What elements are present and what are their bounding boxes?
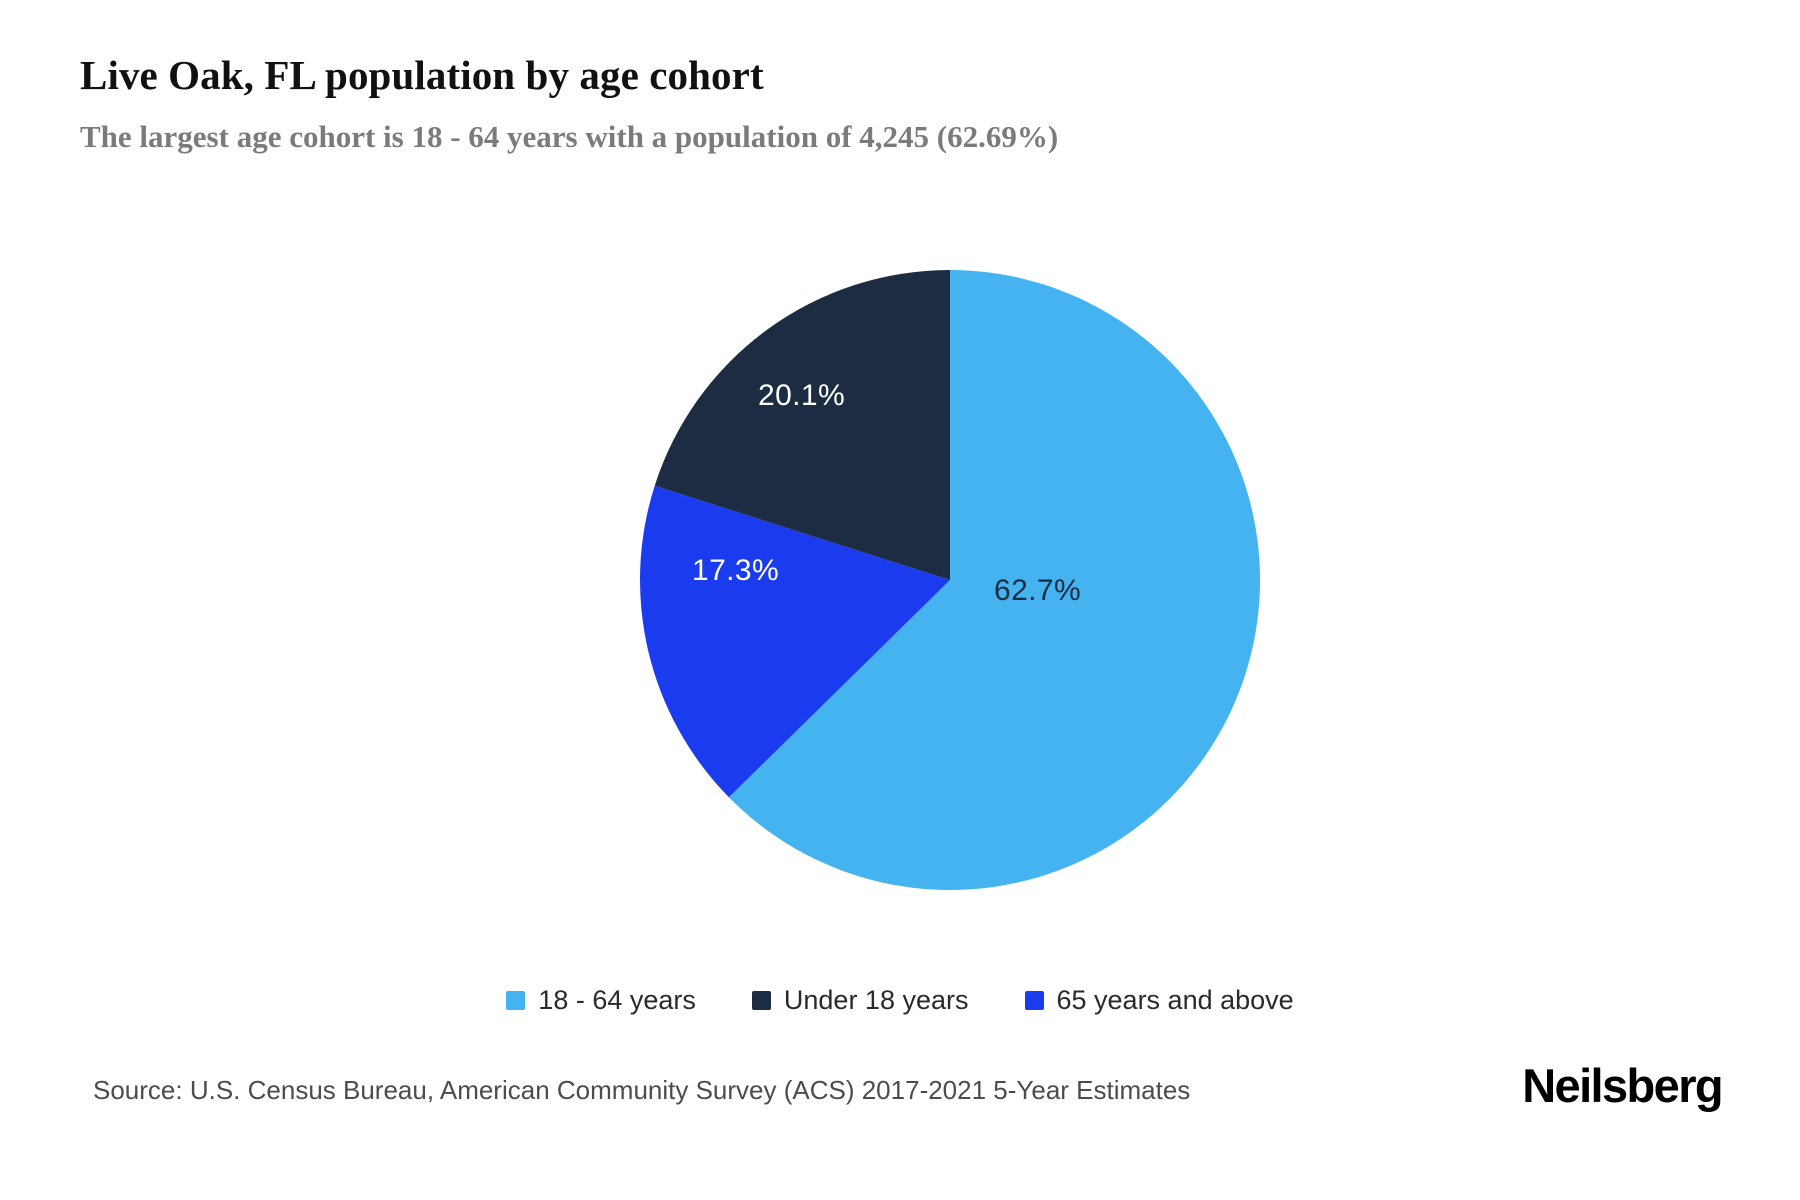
chart-legend: 18 - 64 years Under 18 years 65 years an… — [0, 985, 1800, 1016]
pie-label-under-18-years: 20.1% — [758, 379, 845, 412]
pie-slice-18-64-years[interactable] — [728, 270, 1260, 890]
legend-swatch-icon — [1024, 991, 1044, 1010]
legend-label: Under 18 years — [783, 985, 969, 1015]
pie-slice-under-18-years[interactable] — [654, 270, 950, 580]
pie-chart-svg: 62.7% 17.3% 20.1% — [640, 270, 1260, 890]
brand-logo: Neilsberg — [1522, 1059, 1723, 1112]
legend-swatch-icon — [506, 991, 526, 1010]
page-title: Live Oak, FL population by age cohort — [80, 52, 764, 98]
pie-label-65-years-and-above: 17.3% — [692, 554, 779, 587]
legend-item-under-18-years[interactable]: Under 18 years — [751, 985, 969, 1016]
legend-item-65-years-and-above[interactable]: 65 years and above — [1024, 985, 1294, 1016]
pie-slice-labels: 62.7% 17.3% 20.1% — [692, 379, 1081, 607]
pie-slice-65-years-and-above[interactable] — [640, 485, 950, 798]
legend-item-18-64-years[interactable]: 18 - 64 years — [506, 985, 696, 1016]
chart-subtitle: The largest age cohort is 18 - 64 years … — [80, 119, 1059, 154]
pie-label-18-64-years: 62.7% — [994, 574, 1081, 607]
pie-chart: 62.7% 17.3% 20.1% — [640, 270, 1260, 890]
pie-slices — [640, 270, 1260, 890]
source-note: Source: U.S. Census Bureau, American Com… — [93, 1075, 1191, 1105]
legend-label: 18 - 64 years — [538, 985, 696, 1015]
legend-label: 65 years and above — [1056, 985, 1294, 1015]
legend-swatch-icon — [751, 991, 771, 1010]
